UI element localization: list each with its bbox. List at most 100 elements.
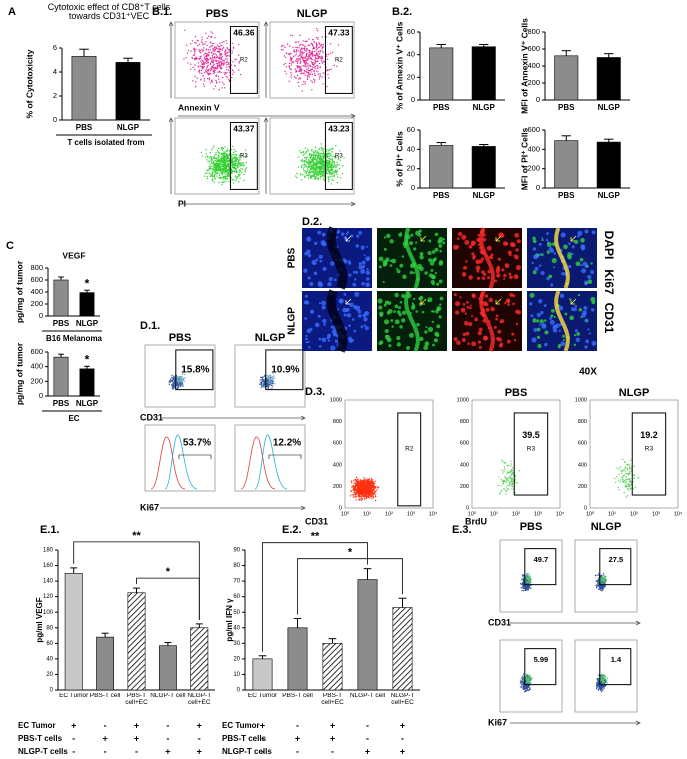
event-dot <box>634 478 635 479</box>
cell-nucleus <box>586 282 588 284</box>
event-dot <box>192 80 193 81</box>
event-dot <box>210 82 211 83</box>
event-dot <box>332 148 333 149</box>
cell-nucleus <box>410 271 413 274</box>
cell-nucleus <box>537 313 541 317</box>
event-dot <box>315 66 316 67</box>
event-dot <box>300 173 301 174</box>
magnification: 40X <box>579 367 597 378</box>
event-dot <box>510 472 511 473</box>
event-dot <box>316 152 317 153</box>
y-tick-label: 80 <box>46 625 53 631</box>
event-dot <box>204 78 205 79</box>
event-dot <box>204 43 205 44</box>
event-dot <box>304 70 305 71</box>
cell-nucleus <box>574 240 578 244</box>
condition-mark: + <box>71 720 76 730</box>
x-tick-label: NLGP <box>598 103 621 112</box>
event-dot <box>296 71 297 72</box>
cell-nucleus <box>341 232 345 236</box>
event-dot <box>317 45 318 46</box>
event-dot <box>525 588 526 589</box>
axis-label: Ki67 <box>140 502 159 512</box>
event-dot <box>624 462 625 463</box>
y-axis-label: pg/ml VEGF <box>35 597 44 642</box>
cell-nucleus <box>466 301 469 304</box>
cell-nucleus <box>424 330 427 333</box>
cell-nucleus <box>306 341 308 343</box>
event-dot <box>200 60 201 61</box>
event-dot <box>232 69 233 70</box>
event-dot <box>221 62 222 63</box>
event-dot <box>197 45 198 46</box>
event-dot <box>629 468 630 469</box>
event-dot <box>304 48 305 49</box>
event-dot <box>503 483 504 484</box>
event-dot <box>282 49 283 50</box>
event-dot <box>311 177 312 178</box>
event-dot <box>213 156 214 157</box>
event-dot <box>212 33 213 34</box>
event-dot <box>208 55 209 56</box>
event-dot <box>196 43 197 44</box>
event-dot <box>221 68 222 69</box>
event-dot <box>216 48 217 49</box>
cell-nucleus <box>364 311 369 316</box>
event-dot <box>222 150 223 151</box>
event-dot <box>625 479 626 480</box>
y-tick-label: 20 <box>46 672 53 678</box>
cell-nucleus <box>379 256 384 261</box>
event-dot <box>202 155 203 156</box>
event-dot <box>622 479 623 480</box>
event-dot <box>232 146 233 147</box>
event-dot <box>298 82 299 83</box>
event-dot <box>212 57 213 58</box>
cell-nucleus <box>306 249 310 253</box>
event-dot <box>215 67 216 68</box>
condition-mark: - <box>198 733 201 743</box>
event-dot <box>301 161 302 162</box>
event-dot <box>333 176 334 177</box>
event-dot <box>331 183 332 184</box>
event-dot <box>332 51 333 52</box>
event-dot <box>303 165 304 166</box>
cell-nucleus <box>344 313 347 316</box>
event-dot <box>315 170 316 171</box>
event-dot <box>510 481 511 482</box>
event-dot <box>317 30 318 31</box>
event-dot <box>351 494 352 495</box>
y-tick-label: 60 <box>46 641 53 647</box>
event-dot <box>498 485 499 486</box>
cell-nucleus <box>537 336 540 339</box>
event-dot <box>316 70 317 71</box>
event-dot <box>331 174 332 175</box>
event-dot <box>523 584 524 585</box>
event-dot <box>215 85 216 86</box>
event-dot <box>271 385 272 386</box>
event-dot <box>221 160 222 161</box>
event-dot <box>509 482 510 483</box>
event-dot <box>295 69 296 70</box>
y-tick-label: 60 <box>407 27 415 36</box>
cell-nucleus <box>423 345 428 350</box>
cell-nucleus <box>568 265 571 268</box>
event-dot <box>512 482 513 483</box>
event-dot <box>317 71 318 72</box>
event-dot <box>210 36 211 37</box>
event-dot <box>508 477 509 478</box>
event-dot <box>498 476 499 477</box>
event-dot <box>298 85 299 86</box>
event-dot <box>321 175 322 176</box>
event-dot <box>269 375 270 376</box>
event-dot <box>211 149 212 150</box>
cell-nucleus <box>304 317 307 320</box>
event-dot <box>223 166 224 167</box>
axis-arrow <box>264 22 268 98</box>
event-dot <box>221 87 222 88</box>
y-tick-label: 400 <box>30 362 43 371</box>
axis-arrow <box>264 118 268 194</box>
cell-nucleus <box>551 309 555 313</box>
y-tick-label: 800 <box>578 419 587 425</box>
event-dot <box>522 575 523 576</box>
cell-nucleus <box>437 307 440 310</box>
